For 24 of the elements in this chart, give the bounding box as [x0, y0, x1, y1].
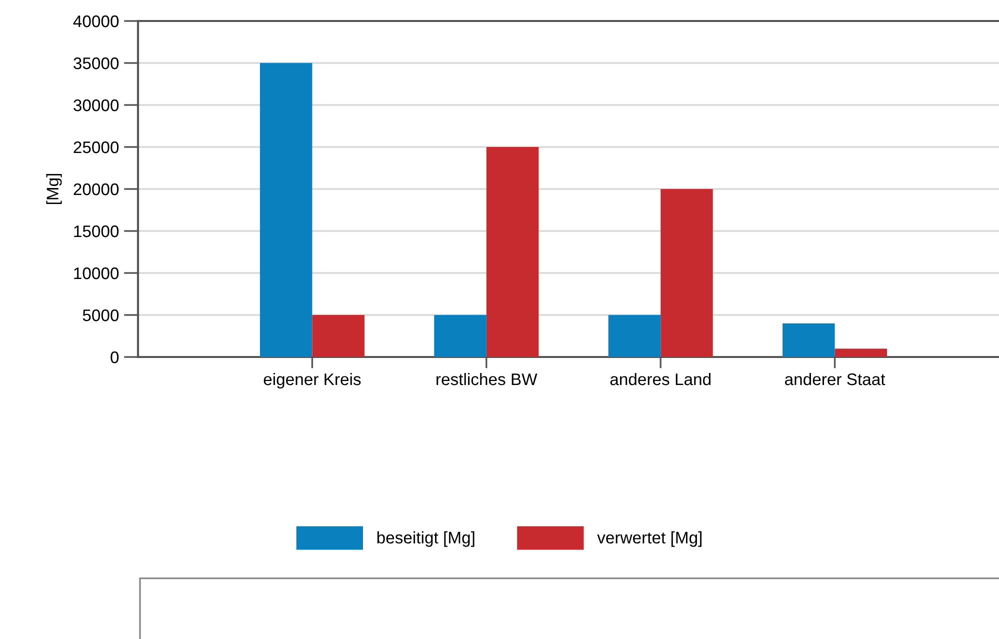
- y-tick-label: 10000: [74, 267, 119, 280]
- y-tick-label: 15000: [74, 225, 119, 238]
- bar: [834, 348, 888, 357]
- y-tick-label: 35000: [74, 57, 119, 70]
- x-tick-label: anderes Land: [610, 372, 710, 386]
- bar: [782, 323, 835, 357]
- y-tick-label: 5000: [82, 309, 119, 322]
- bar: [608, 315, 661, 357]
- y-tick-label: 25000: [74, 141, 119, 154]
- y-tick-label: 30000: [74, 99, 119, 112]
- y-tick-label: 20000: [74, 183, 119, 196]
- bar: [434, 315, 486, 357]
- x-tick-label: anderer Staat: [785, 372, 886, 386]
- legend-label: beseitigt [Mg]: [377, 531, 474, 547]
- legend-label: verwertet [Mg]: [597, 531, 702, 547]
- x-tick-label: restliches BW: [436, 372, 538, 386]
- bar: [486, 147, 539, 357]
- bar: [260, 63, 312, 357]
- bar: [312, 315, 364, 357]
- y-tick-label: 0: [110, 351, 119, 364]
- y-axis-title: [Mg]: [46, 174, 62, 204]
- x-tick-label: eigener Kreis: [264, 372, 361, 389]
- y-tick-label: 40000: [73, 15, 119, 28]
- bar: [660, 189, 713, 357]
